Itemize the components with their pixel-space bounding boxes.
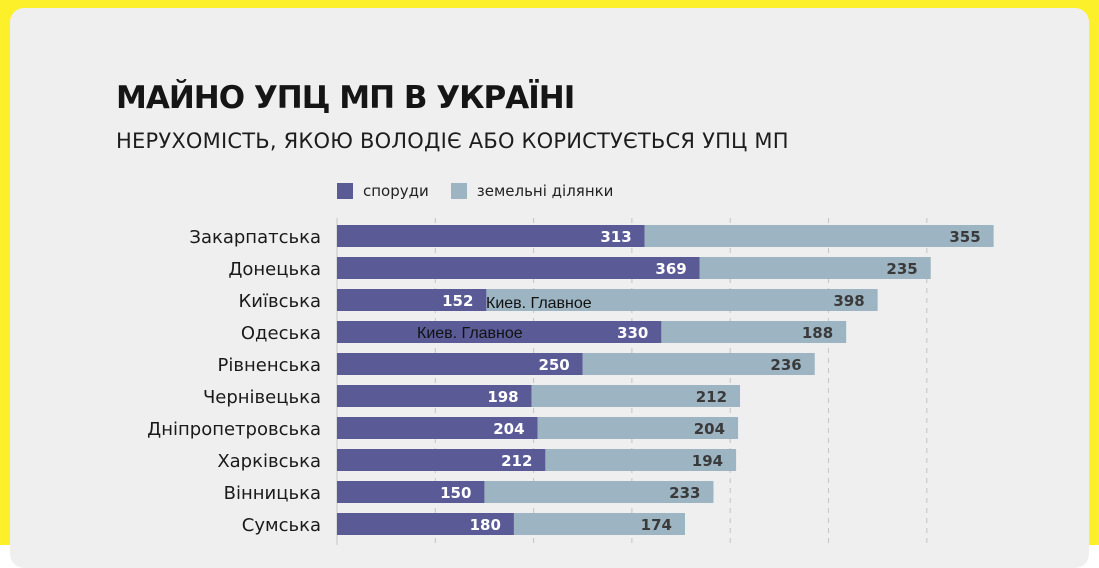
category-label: Донецька	[228, 259, 321, 280]
bar-land	[699, 257, 931, 279]
bar-buildings	[337, 257, 700, 279]
bar-buildings	[337, 417, 538, 439]
value-label-buildings: 330	[617, 324, 648, 342]
category-label: Харківська	[217, 451, 321, 472]
value-label-buildings: 180	[470, 516, 501, 534]
bar-buildings	[337, 385, 532, 407]
value-label-land: 236	[770, 356, 801, 374]
legend-swatch-buildings	[337, 183, 353, 199]
bar-buildings	[337, 225, 645, 247]
legend-item-land: земельні ділянки	[450, 182, 614, 200]
bar-buildings	[337, 513, 514, 535]
value-label-buildings: 204	[493, 420, 524, 438]
bar-buildings	[337, 321, 662, 343]
legend: споруди земельні ділянки	[337, 182, 635, 200]
bar-land	[661, 321, 847, 343]
category-label: Сумська	[242, 515, 321, 536]
value-label-land: 355	[949, 228, 980, 246]
bar-buildings	[337, 449, 546, 471]
value-label-land: 212	[696, 388, 727, 406]
chart-subtitle: НЕРУХОМІСТЬ, ЯКОЮ ВОЛОДІЄ АБО КОРИСТУЄТЬ…	[116, 129, 789, 153]
legend-label-land: земельні ділянки	[476, 182, 614, 200]
bar-land	[484, 481, 714, 503]
value-label-buildings: 313	[600, 228, 631, 246]
value-label-land: 235	[886, 260, 917, 278]
value-label-land: 233	[669, 484, 700, 502]
bar-land	[537, 417, 739, 439]
category-label: Чернівецька	[203, 387, 321, 408]
bar-land	[644, 225, 994, 247]
bar-buildings	[337, 481, 485, 503]
bar-land	[486, 289, 878, 311]
value-label-land: 188	[802, 324, 833, 342]
bar-chart: Закарпатська 313 355 Донецька 369 235 Київська…	[147, 218, 994, 545]
category-label: Одеська	[241, 323, 321, 344]
value-label-buildings: 250	[538, 356, 569, 374]
value-label-land: 398	[833, 292, 864, 310]
value-label-land: 204	[694, 420, 725, 438]
legend-label-buildings: споруди	[363, 182, 429, 200]
category-label: Київська	[239, 291, 322, 312]
category-label: Вінницька	[224, 483, 321, 504]
category-label: Дніпропетровська	[147, 419, 321, 440]
bar-land	[545, 449, 737, 471]
value-label-land: 174	[641, 516, 672, 534]
value-label-buildings: 150	[440, 484, 471, 502]
bar-land	[513, 513, 685, 535]
overlay-label: Киев. Главное	[486, 295, 592, 312]
value-label-land: 194	[692, 452, 723, 470]
chart-card	[10, 8, 1089, 568]
category-label: Закарпатська	[189, 227, 321, 248]
bar-land	[582, 353, 815, 375]
value-label-buildings: 369	[655, 260, 686, 278]
value-label-buildings: 212	[501, 452, 532, 470]
chart-title: МАЙНО УПЦ МП В УКРАЇНІ	[116, 80, 575, 116]
legend-swatch-land	[450, 183, 467, 199]
bar-land	[531, 385, 741, 407]
overlay-label: Киев. Главное	[417, 325, 523, 342]
value-label-buildings: 198	[487, 388, 518, 406]
value-label-buildings: 152	[442, 292, 473, 310]
bar-buildings	[337, 353, 583, 375]
category-label: Рівненська	[218, 355, 321, 376]
legend-item-buildings: споруди	[337, 182, 429, 200]
bar-buildings	[337, 289, 487, 311]
